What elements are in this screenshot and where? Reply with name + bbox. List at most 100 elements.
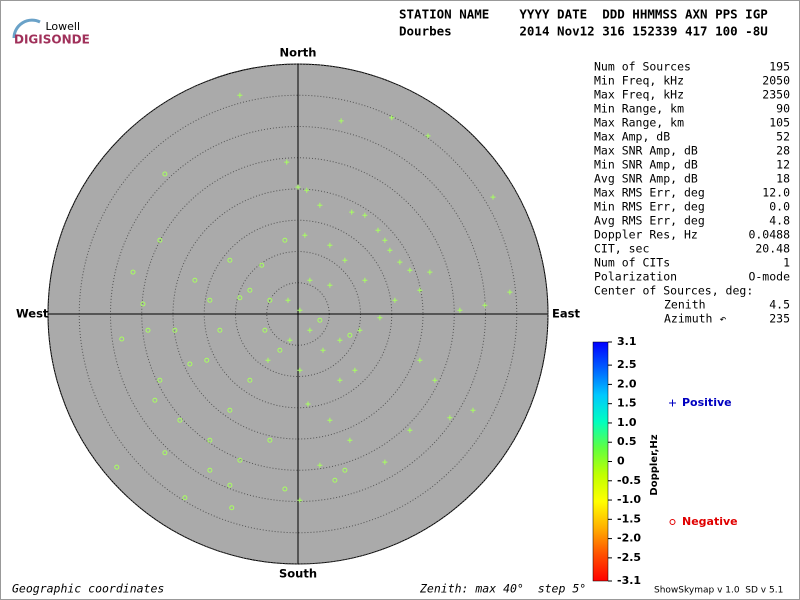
source-positive — [389, 115, 395, 121]
stat-label: Polarization — [594, 270, 677, 284]
colorbar-tick-label: -1.0 — [617, 493, 641, 506]
source-negative — [157, 237, 163, 243]
source-negative — [187, 361, 193, 367]
stat-value: 0.0 — [769, 200, 790, 214]
stat-label: Zenith — [664, 298, 706, 312]
stat-value: 20.48 — [755, 242, 790, 256]
source-positive — [347, 437, 353, 443]
source-positive — [338, 118, 344, 124]
source-negative — [130, 269, 136, 275]
source-negative — [262, 327, 268, 333]
source-negative — [145, 327, 151, 333]
source-positive — [507, 289, 513, 295]
source-negative — [282, 237, 288, 243]
source-positive — [417, 357, 423, 363]
source-negative — [217, 327, 223, 333]
source-positive — [327, 417, 333, 423]
legend-marker — [669, 399, 676, 407]
source-negative — [152, 397, 158, 403]
source-negative — [119, 336, 125, 342]
source-positive — [327, 282, 333, 288]
stat-label: Max Amp, dB — [594, 130, 670, 144]
source-negative — [247, 287, 253, 293]
source-negative — [247, 377, 253, 383]
source-negative — [282, 486, 288, 492]
stat-value: 4.5 — [769, 298, 790, 312]
source-negative — [177, 417, 183, 423]
source-positive — [327, 242, 333, 248]
source-positive — [377, 315, 383, 321]
source-positive — [317, 462, 323, 468]
source-negative — [227, 407, 233, 413]
source-negative — [162, 171, 168, 177]
source-positive — [320, 347, 326, 353]
colorbar-tick-label: 0.5 — [617, 435, 637, 448]
source-negative — [347, 332, 353, 338]
stat-value: 1 — [783, 256, 790, 270]
source-positive — [305, 401, 311, 407]
source-positive — [297, 367, 303, 373]
source-positive — [317, 202, 323, 208]
source-positive — [382, 459, 388, 465]
source-positive — [342, 257, 348, 263]
colorbar-tick-label: 2.0 — [617, 377, 637, 390]
stat-value: 2350 — [762, 88, 790, 102]
source-negative — [162, 450, 168, 456]
source-positive — [295, 184, 301, 190]
colorbar-tick-label: -3.1 — [617, 574, 641, 587]
stat-label: Min SNR Amp, dB — [594, 158, 698, 172]
source-positive — [417, 287, 423, 293]
source-positive — [425, 133, 431, 139]
direction-label: West — [16, 307, 49, 321]
stat-value: O-mode — [748, 270, 790, 284]
stat-label: Center of Sources, deg: — [594, 284, 753, 298]
colorbar-tick-label: 1.5 — [617, 397, 637, 410]
stat-label: Avg SNR Amp, dB — [594, 172, 698, 186]
source-positive — [432, 377, 438, 383]
colorbar-tick-label: 2.5 — [617, 358, 637, 371]
source-positive — [307, 277, 313, 283]
colorbar-tick-label: 0 — [617, 455, 625, 468]
source-negative — [207, 297, 213, 303]
source-negative — [204, 357, 210, 363]
stat-value: 52 — [776, 130, 790, 144]
stat-label: Num of Sources — [594, 60, 691, 74]
source-positive — [382, 237, 388, 243]
source-positive — [407, 267, 413, 273]
source-negative — [172, 327, 178, 333]
logo-top: Lowell — [45, 20, 80, 33]
stat-label: Max Range, km — [594, 116, 684, 130]
stat-value: 12 — [776, 158, 790, 172]
source-positive — [387, 247, 393, 253]
source-negative — [277, 347, 283, 353]
footer-text: Geographic coordinates — [12, 582, 164, 596]
source-positive — [482, 302, 488, 308]
source-positive — [362, 277, 368, 283]
source-positive — [287, 337, 293, 343]
stat-value: 235 — [769, 312, 790, 326]
source-positive — [357, 327, 363, 333]
direction-label: East — [552, 307, 580, 321]
source-positive — [302, 232, 308, 238]
source-negative — [140, 301, 146, 307]
source-positive — [349, 209, 355, 215]
source-positive — [284, 159, 290, 165]
stat-value: 195 — [769, 60, 790, 74]
stat-label: Azimuth ↶ — [664, 312, 726, 326]
colorbar-tick-label: 1.0 — [617, 416, 637, 429]
colorbar-tick-label: 3.1 — [617, 335, 637, 348]
source-positive — [427, 269, 433, 275]
source-negative — [332, 477, 338, 483]
direction-label: South — [279, 567, 317, 581]
stat-label: Max Freq, kHz — [594, 88, 684, 102]
stat-label: Min RMS Err, deg — [594, 200, 705, 214]
colorbar-tick-label: -2.0 — [617, 532, 641, 545]
source-negative — [267, 437, 273, 443]
colorbar-tick-label: -0.5 — [617, 474, 641, 487]
footer-text: ShowSkymap v 1.0 SD v 5.1 — [654, 586, 783, 596]
stat-label: Avg RMS Err, deg — [594, 214, 705, 228]
stat-label: CIT, sec — [594, 242, 649, 256]
source-positive — [297, 307, 303, 313]
source-negative — [157, 377, 163, 383]
stat-value: 2050 — [762, 74, 790, 88]
